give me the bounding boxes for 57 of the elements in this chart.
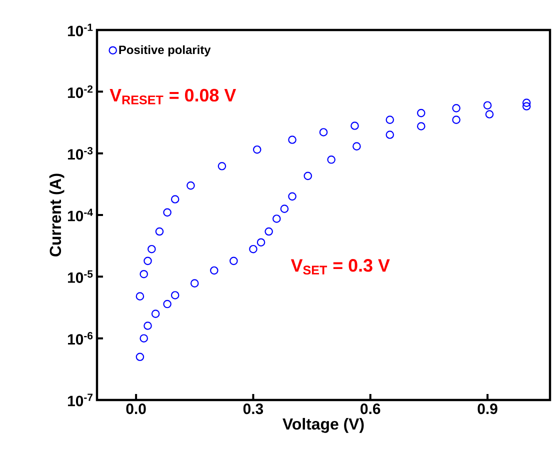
point [144, 256, 152, 266]
point [280, 204, 289, 213]
point [170, 291, 180, 300]
point [272, 214, 281, 223]
point [252, 145, 262, 154]
x-axis-title: Voltage (V) [282, 418, 364, 433]
point [230, 256, 238, 266]
point [522, 98, 531, 107]
point [416, 122, 426, 130]
point [163, 300, 172, 308]
point [163, 208, 172, 217]
point [416, 108, 426, 118]
x-tick-label: 0.9 [478, 404, 498, 414]
point [352, 142, 361, 150]
x-tick-label: 0.6 [360, 404, 380, 414]
point [151, 310, 160, 318]
point [249, 244, 258, 254]
y-tick-label: 10$^{-4}$ [68, 208, 93, 222]
x-tick-label: 0.0 [126, 404, 146, 414]
point [170, 195, 180, 204]
point [256, 238, 266, 247]
point [452, 104, 460, 112]
point [386, 130, 394, 139]
point [136, 292, 144, 300]
point [319, 128, 328, 136]
point [304, 172, 312, 180]
point [288, 192, 296, 201]
y-tick-label: 10$^{-6}$ [68, 332, 93, 345]
point [144, 322, 152, 330]
point [288, 136, 296, 144]
point [210, 266, 218, 275]
annotation: V$_{RESET}$ = 0.08 V [110, 88, 236, 104]
legend-label: Positive polarity [119, 45, 211, 56]
point [386, 116, 394, 124]
y-tick-label: 10$^{-1}$ [68, 24, 93, 36]
point [522, 102, 531, 110]
annotation: V$_{SET}$ = 0.3 V [290, 259, 390, 275]
y-tick-label: 10$^{-7}$ [68, 394, 93, 406]
y-tick-label: 10$^{-3}$ [68, 147, 93, 160]
point [155, 227, 164, 236]
y-tick-label: 10$^{-5}$ [68, 270, 93, 283]
x-tick-label: 0.3 [243, 404, 264, 414]
point [327, 156, 336, 164]
point [148, 244, 156, 254]
y-axis-title: Current (A) [49, 174, 64, 256]
y-tick-label: 10$^{-2}$ [68, 85, 93, 98]
point [140, 270, 148, 278]
point [485, 110, 494, 118]
point [350, 122, 359, 130]
point [186, 181, 195, 190]
point [140, 334, 148, 342]
point [264, 227, 273, 236]
point [452, 116, 460, 124]
point [483, 101, 492, 110]
point [190, 279, 199, 288]
point [136, 352, 144, 362]
point [218, 162, 226, 170]
